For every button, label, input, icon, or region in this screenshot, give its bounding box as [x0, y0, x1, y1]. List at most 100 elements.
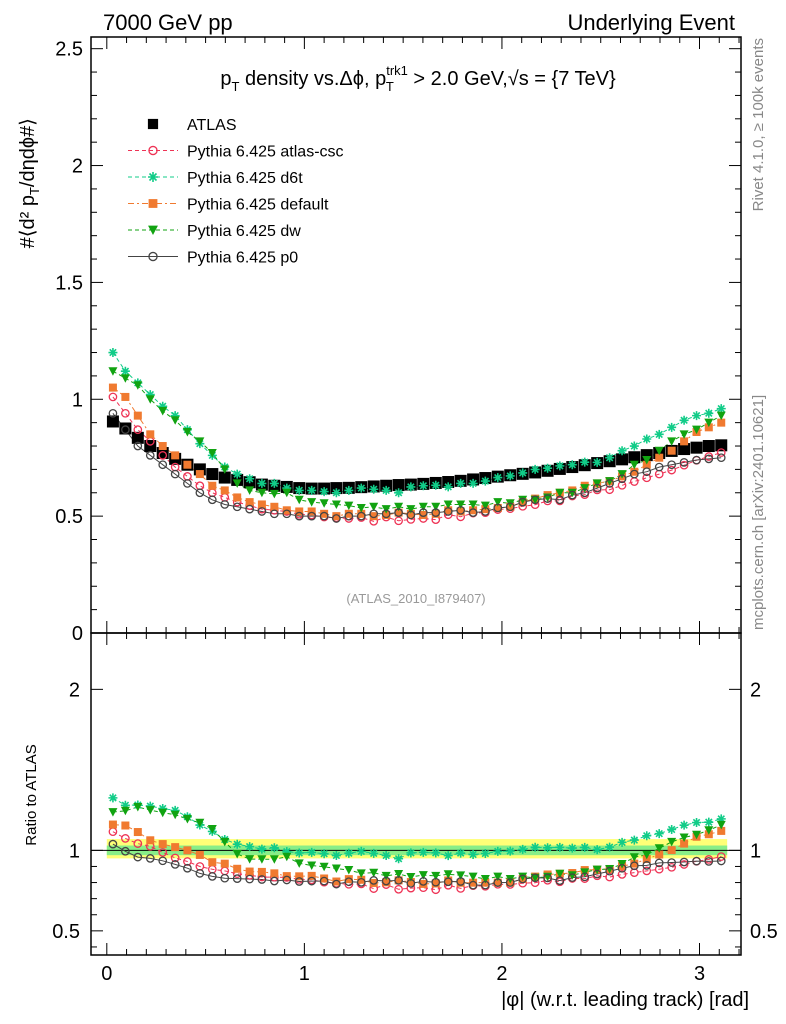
ratio-point-d6t	[307, 847, 317, 857]
ratio-point-p0	[145, 854, 155, 863]
data-point-p0	[555, 495, 565, 505]
ratio-point-p0	[232, 874, 242, 883]
data-point-d6t	[543, 463, 553, 473]
legend: ATLAS Pythia 6.425 atlas-csc Pythia 6.425 …	[128, 117, 344, 267]
data-point-p0	[543, 494, 552, 503]
ratio-point-default	[158, 840, 167, 849]
data-point-dw	[319, 499, 329, 508]
data-point-ATLAS	[119, 422, 132, 435]
ratio-point-default	[183, 846, 192, 855]
ratio-point-default	[332, 877, 341, 886]
ratio-point-p0	[356, 877, 366, 887]
ratio-point-dw	[443, 870, 453, 879]
y-tick-label: 1.5	[55, 272, 83, 294]
data-point-d6t	[518, 468, 528, 478]
ratio-point-p0	[195, 868, 205, 878]
ratio-point-p0	[394, 876, 403, 885]
analysis-label: (ATLAS_2010_I879407)	[346, 591, 485, 606]
ratio-point-d6t	[592, 845, 602, 855]
data-point-p0	[493, 503, 503, 513]
ratio-point-dw	[468, 872, 478, 882]
ratio-point-p0	[605, 866, 614, 876]
y-tick-label: 0.5	[55, 506, 83, 528]
data-point-dw	[493, 498, 503, 507]
data-point-dw	[307, 498, 317, 507]
data-point-dw	[394, 502, 404, 512]
ratio-point-default	[233, 864, 242, 873]
data-point-d6t	[493, 473, 503, 483]
ratio-point-d6t	[381, 850, 391, 860]
ratio-point-default	[394, 876, 403, 885]
ratio-point-dw	[605, 864, 615, 874]
ratio-point-atlas-csc	[394, 884, 403, 894]
data-point-p0	[344, 511, 354, 521]
data-point-p0	[158, 460, 168, 470]
data-point-d6t	[629, 441, 639, 451]
legend-marker	[147, 118, 159, 130]
data-point-dw	[555, 488, 565, 498]
ratio-point-d6t	[480, 849, 490, 859]
ratio-point-d6t	[257, 844, 267, 854]
data-point-default	[394, 508, 403, 517]
data-point-p0	[245, 504, 254, 514]
data-point-default	[183, 460, 192, 469]
ratio-point-p0	[220, 873, 230, 883]
ratio-point-default	[320, 874, 329, 883]
data-point-default	[406, 509, 415, 518]
data-point-atlas-csc	[605, 485, 614, 495]
ratio-point-default	[295, 872, 304, 881]
data-point-p0	[654, 462, 664, 472]
data-point-dw	[245, 486, 255, 495]
data-point-dw	[567, 488, 577, 498]
ratio-point-p0	[170, 860, 180, 869]
x-tick-label: 0	[101, 963, 112, 985]
ratio-point-default	[419, 879, 428, 888]
ratio-point-d6t	[456, 848, 466, 858]
ratio-point-default	[171, 843, 180, 852]
data-point-default	[233, 493, 242, 502]
ratio-point-atlas-csc	[170, 853, 180, 863]
ratio-point-d6t	[331, 851, 341, 861]
data-point-atlas-csc	[220, 493, 230, 502]
data-point-p0	[207, 495, 217, 505]
ratio-point-dw	[282, 852, 292, 862]
data-point-dw	[704, 418, 714, 428]
ratio-point-atlas-csc	[716, 852, 726, 861]
data-point-default	[195, 470, 204, 479]
data-point-atlas-csc	[158, 451, 168, 460]
data-point-ATLAS	[330, 482, 343, 495]
data-point-ATLAS	[380, 479, 393, 492]
ratio-y-tick-label-right: 2	[750, 679, 761, 701]
ratio-point-p0	[592, 869, 602, 879]
ratio-point-default	[382, 878, 391, 887]
ratio-point-default	[444, 876, 453, 885]
ratio-point-default	[456, 878, 465, 887]
ratio-point-default	[121, 821, 130, 830]
ratio-y-tick-label-left: 0.5	[52, 921, 80, 943]
ratio-point-dw	[480, 875, 490, 884]
legend-entry: Pythia 6.425 default	[187, 197, 329, 214]
ratio-point-dw	[133, 802, 143, 812]
ratio-point-p0	[567, 873, 577, 882]
data-point-d6t	[480, 476, 490, 486]
top-series-points	[106, 348, 728, 526]
data-point-dw	[518, 495, 528, 505]
data-point-d6t	[592, 457, 602, 467]
data-point-p0	[108, 408, 118, 418]
ratio-point-p0	[505, 878, 515, 887]
data-point-ATLAS	[106, 415, 119, 428]
ratio-point-atlas-csc	[158, 848, 168, 857]
data-point-p0	[642, 467, 652, 477]
ratio-point-p0	[108, 839, 118, 849]
ratio-point-d6t	[394, 854, 404, 864]
data-point-ATLAS	[690, 441, 703, 454]
data-point-default	[655, 453, 664, 462]
data-point-p0	[394, 508, 403, 517]
legend-entry: Pythia 6.425 d6t	[187, 170, 303, 187]
legend-marker	[148, 251, 158, 262]
data-point-default	[680, 437, 689, 446]
ratio-point-p0	[307, 876, 317, 886]
data-point-d6t	[418, 481, 428, 491]
data-point-p0	[356, 511, 366, 521]
ratio-point-dw	[555, 869, 565, 879]
